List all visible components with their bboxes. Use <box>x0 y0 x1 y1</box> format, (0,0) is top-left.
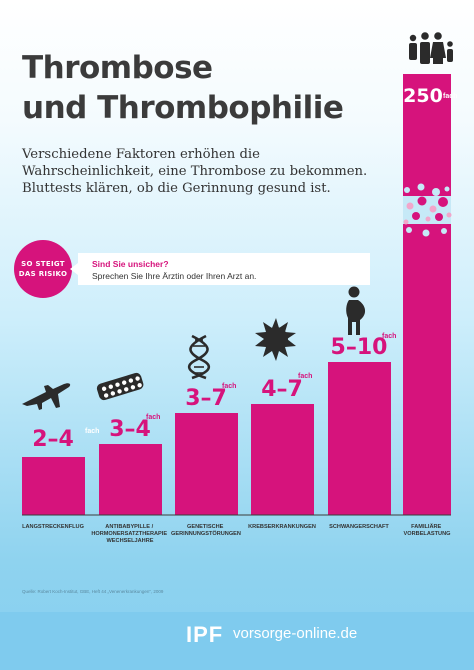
category-label-2: ANTIBABYPILLE / HORMONERSATZTHERAPIE WEC… <box>91 524 168 544</box>
bar-break-bubbles <box>403 183 452 237</box>
badge-line-1: SO STEIGT <box>21 260 65 268</box>
bar-genetische <box>175 413 238 515</box>
category-label-5: SCHWANGERSCHAFT <box>329 524 389 530</box>
unit-label-3: fach <box>222 383 236 390</box>
value-label-2: 3–4 <box>109 417 151 442</box>
value-label-1: 2–4 <box>32 427 74 452</box>
footer-bar <box>0 612 474 670</box>
bar-langstreckenflug <box>22 457 85 515</box>
brand-logo: IPF <box>186 622 224 647</box>
category-label-4: KREBSERKRANKUNGEN <box>248 524 316 530</box>
unit-label-4: fach <box>298 373 312 380</box>
airplane-icon <box>22 383 71 410</box>
category-label-3: GENETISCHE GERINNUNGSTÖRUNGEN <box>171 524 241 537</box>
category-label-1: LANGSTRECKENFLUG <box>22 524 84 530</box>
risk-badge: SO STEIGT DAS RISIKO <box>14 240 72 298</box>
category-label-2-part: ANTIBABYPILLE / <box>105 524 153 530</box>
unit-label-1: fach <box>85 428 99 435</box>
unit-label-6: fach <box>443 93 457 100</box>
brand-domain: vorsorge-online.de <box>233 625 358 642</box>
bar-familiaere <box>403 74 451 515</box>
category-label-6-part: VORBELASTUNG <box>404 531 451 537</box>
bar-group <box>22 74 451 515</box>
dna-icon <box>187 334 211 380</box>
category-label-3-part: GERINNUNGSTÖRUNGEN <box>171 530 241 537</box>
bar-schwangerschaft <box>328 362 391 515</box>
callout-box: Sind Sie unsicher? Sprechen Sie Ihre Ärz… <box>70 253 370 285</box>
intro-text: Verschiedene Faktoren erhöhen die Wahrsc… <box>22 147 368 196</box>
category-label-2-part: HORMONERSATZTHERAPIE <box>91 531 167 537</box>
category-label-6-part: FAMILIÄRE <box>411 523 441 530</box>
callout-answer: Sprechen Sie Ihre Ärztin oder Ihren Arzt… <box>92 271 257 281</box>
cancer-cell-icon <box>255 318 296 361</box>
title-line-1: Thrombose <box>22 50 213 86</box>
source-note: Quelle: Robert Koch-Institut, GBE, Heft … <box>22 589 164 594</box>
bar-krebs <box>251 404 314 515</box>
family-icon <box>409 32 453 64</box>
title-line-2: und Thrombophilie <box>22 90 344 126</box>
pill-blister-icon <box>96 372 144 401</box>
category-label-2-part: WECHSELJAHRE <box>107 538 154 544</box>
value-label-5: 5–10 <box>331 335 388 360</box>
page-title: Thrombose und Thrombophilie <box>22 48 344 128</box>
pregnant-woman-icon <box>346 286 366 335</box>
category-label-3-part: GENETISCHE <box>187 524 224 530</box>
callout-question: Sind Sie unsicher? <box>92 259 169 269</box>
value-label-6: 250 <box>403 85 443 107</box>
category-label-6: FAMILIÄRE VORBELASTUNG <box>404 523 451 537</box>
unit-label-5: fach <box>382 333 396 340</box>
unit-label-2: fach <box>146 414 160 421</box>
value-label-3: 3–7 <box>185 386 227 411</box>
value-label-4: 4–7 <box>261 377 303 402</box>
badge-line-2: DAS RISIKO <box>18 270 68 278</box>
bar-antibabypille <box>99 444 162 515</box>
